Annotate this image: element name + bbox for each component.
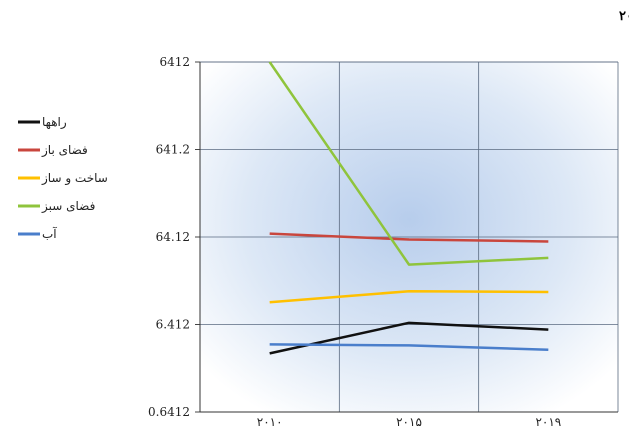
y-axis: 0.6412 6.412 64.12 641.2 6412 <box>148 55 201 419</box>
x-tick-label: ۲۰۱۰ <box>257 415 283 426</box>
legend-label: ساخت و ساز <box>41 171 108 186</box>
series-line <box>269 289 549 304</box>
series-lines <box>268 61 549 355</box>
series-line <box>268 61 549 266</box>
y-tick-label: 6.412 <box>156 318 190 332</box>
series-line <box>269 343 549 351</box>
y-tick-label: 6412 <box>159 55 190 69</box>
x-tick-label: ۲۰۱۹ <box>535 415 561 426</box>
legend-label: فضای باز <box>41 143 88 158</box>
y-tick-label: 0.6412 <box>148 405 190 419</box>
x-tick-label: ۲۰۱۵ <box>396 415 422 426</box>
y-tick-label: 641.2 <box>156 143 190 157</box>
legend: راهها فضای باز ساخت و ساز فضای سبز آب <box>18 115 108 241</box>
legend-label: راهها <box>42 115 67 130</box>
y-tick-label: 64.12 <box>156 230 190 244</box>
legend-label: فضای سبز <box>41 199 95 214</box>
x-axis: ۲۰۱۰ ۲۰۱۵ ۲۰۱۹ <box>200 411 618 426</box>
series-line <box>269 321 549 355</box>
series-line <box>269 232 549 243</box>
legend-label: آب <box>42 226 57 241</box>
chart-title: تغییرات کلاسهای درصد سیمای سرزمین در سطح… <box>619 9 629 24</box>
